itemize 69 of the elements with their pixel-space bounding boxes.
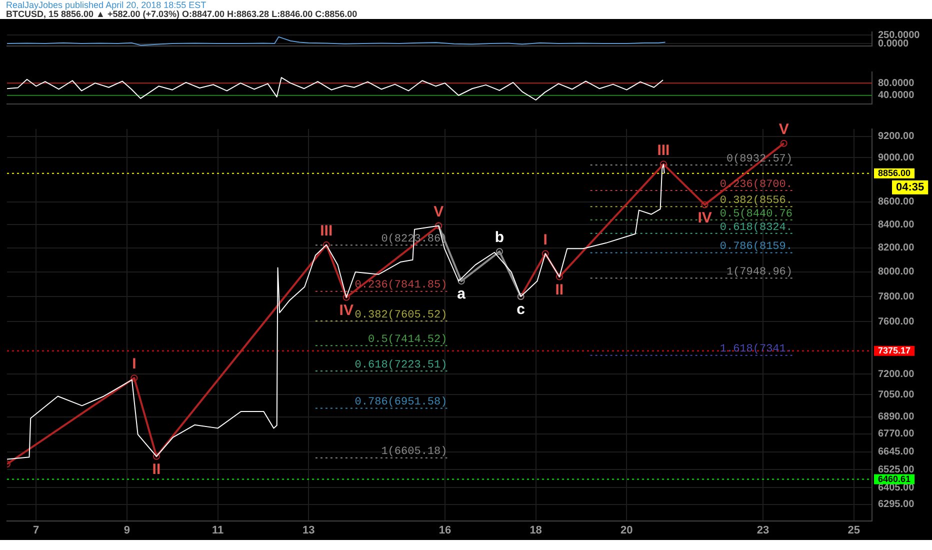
data-label: I [543,231,548,248]
chart-subtitle: BTCUSD, 15 8856.00 ▲ +582.00 (+7.03%) O:8847.00 H:8863.28 L:8846.00 C:8856.00 [6,9,358,19]
ref-line-label: 6460.61 [878,474,911,484]
x-tick-label: 23 [756,524,770,536]
data-label: I [132,356,136,373]
y-tick-label: 6645.00 [878,446,915,458]
y-tick-label: 7600.00 [878,316,915,328]
data-label: V [778,120,789,138]
x-tick-label: 13 [302,524,315,536]
point [660,160,667,168]
series-label: 1(7948.96) [726,266,792,279]
y-tick-label: 8400.00 [878,219,915,230]
y-tick-label: 6890.00 [878,412,915,423]
chart-title: RealJayJobes published April 20, 2018 18:55 EST [6,0,206,10]
point [496,248,503,256]
y-tick-label: 8000.00 [878,266,915,278]
series-label: 1(6605.18) [381,446,448,458]
data-label: IV [698,209,712,226]
point [458,278,465,285]
y-tick-label: 80.0000 [878,78,915,89]
x-tick-label: 7 [33,524,40,536]
point [780,140,788,147]
data-label: III [320,222,333,240]
series-label: 1.618(7341. [720,344,792,356]
data-label: a [457,286,466,303]
ref-line-label: 7375.17 [878,345,911,356]
series-label: 0.5(8440.76 [720,208,792,220]
y-tick-label: 7200.00 [878,368,915,380]
x-tick-label: 18 [530,524,542,536]
data-label: V [434,203,444,220]
series-label: 0.786(8159. [720,241,792,254]
x-tick-label: 20 [620,524,633,536]
series-label: 0.382(8556. [720,195,792,208]
y-tick-label: 9200.00 [878,131,915,142]
point [152,452,160,460]
y-tick-label: 250.0000 [878,30,920,41]
point [701,201,708,208]
y-tick-label: 6525.00 [878,464,915,476]
text: 04:35 [896,181,924,194]
data-label: II [152,461,161,478]
x-tick-label: 11 [212,524,224,536]
x-tick-label: 9 [124,524,130,536]
series-label: 0.618(7223.51) [354,359,448,372]
data-label: b [494,229,504,246]
x-tick-label: 25 [848,524,860,536]
y-tick-label: 8600.00 [878,196,915,208]
x-tick-label: 16 [438,524,452,536]
series-label: 0.382(7605.52) [354,309,448,322]
y-tick-label: 7050.00 [878,389,915,400]
data-label: c [516,301,525,318]
y-tick-label: 7800.00 [878,291,915,302]
point [342,294,350,301]
series-label: 0.618(8324. [720,222,792,234]
y-tick-label: 6770.00 [878,428,915,440]
data-label: III [657,142,670,159]
y-tick-label: 0.0000 [878,38,910,50]
y-tick-label: 6295.00 [878,499,915,510]
point [322,241,330,248]
y-tick-label: 9000.00 [878,152,915,164]
ref-line-label: 8856.00 [878,168,911,178]
y-tick-label: 40.0000 [878,90,915,102]
data-label: IV [339,302,354,320]
data-label: II [555,281,564,298]
y-tick-label: 8200.00 [878,242,915,254]
series-label: 0.786(6951.58) [354,396,448,409]
point [542,250,549,258]
point [556,273,563,280]
point [130,374,138,382]
series-label: 0.5(7414.52) [368,334,448,346]
